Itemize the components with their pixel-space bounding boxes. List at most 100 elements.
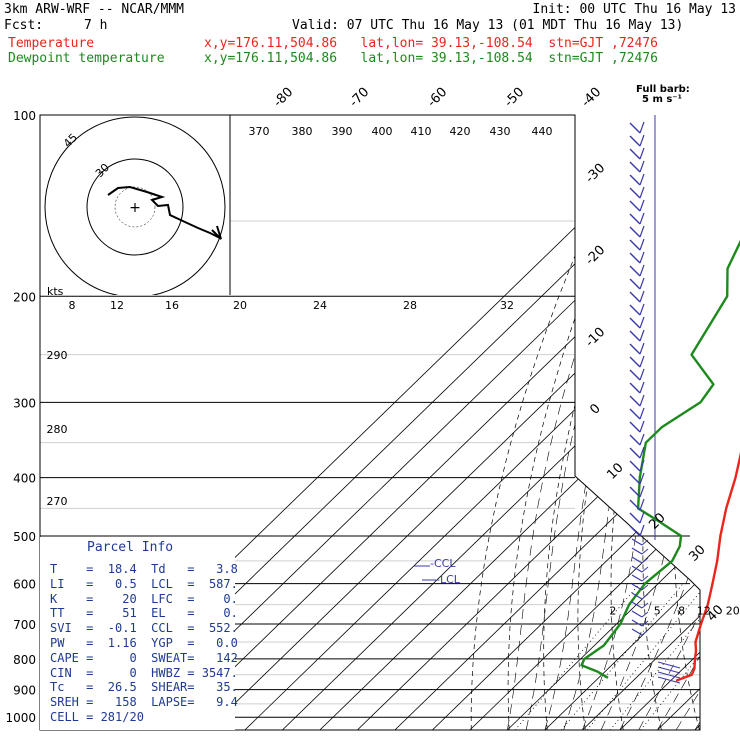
wind-barb bbox=[629, 407, 645, 420]
hodograph-ring bbox=[44, 116, 226, 295]
barb-shaft bbox=[631, 556, 643, 564]
wind-barb bbox=[629, 147, 645, 160]
barb-shaft bbox=[629, 447, 641, 459]
barb-flag bbox=[639, 355, 645, 368]
hodograph-speed-label: 24 bbox=[313, 299, 327, 312]
barb-shaft bbox=[629, 135, 641, 147]
isotherm-label: -40 bbox=[579, 85, 605, 111]
theta-label: 270 bbox=[47, 495, 68, 508]
barb-shaft bbox=[629, 161, 641, 173]
hodograph-speed-label: 12 bbox=[110, 299, 124, 312]
barb-flag bbox=[639, 199, 645, 212]
isotherm-line bbox=[469, 115, 700, 730]
barb-shaft bbox=[629, 486, 641, 498]
wind-barbs bbox=[629, 121, 681, 684]
isotherm-label: -10 bbox=[583, 325, 609, 351]
barb-shaft bbox=[629, 330, 641, 342]
barb-flag bbox=[639, 498, 645, 511]
isotherm-label: 0 bbox=[587, 401, 603, 417]
pressure-label: 100 bbox=[13, 109, 36, 123]
barb-shaft bbox=[629, 278, 641, 290]
wind-barb bbox=[629, 368, 645, 381]
isotherm-line bbox=[207, 115, 700, 730]
barb-flag bbox=[641, 629, 649, 636]
mixing-ratio-label: 2 bbox=[609, 604, 616, 617]
dewpoint-legend: Dewpoint temperature bbox=[8, 51, 165, 66]
parcel-row: T = 18.4 Td = 3.8 bbox=[50, 562, 238, 576]
moist-adiabat bbox=[563, 296, 653, 730]
isotherm-label: -80 bbox=[271, 85, 297, 111]
isotherm-label: -50 bbox=[502, 85, 528, 111]
dry-adiabat bbox=[673, 115, 700, 730]
barb-shaft bbox=[631, 592, 643, 600]
barb-flag bbox=[641, 602, 649, 609]
lcl-label: -LCL bbox=[436, 573, 461, 586]
parcel-row: K = 20 LFC = 0. bbox=[50, 591, 238, 606]
barb-flag bbox=[639, 368, 645, 381]
hodograph-unit: kts bbox=[47, 285, 64, 298]
wind-barb bbox=[629, 394, 645, 407]
wind-barb bbox=[629, 342, 645, 355]
wind-barb bbox=[629, 498, 645, 511]
full-barb-title: Full barb: bbox=[636, 84, 690, 95]
barb-flag bbox=[639, 524, 645, 537]
wind-barb bbox=[629, 524, 645, 537]
wind-barb bbox=[629, 329, 645, 342]
parcel-row: SVI = -0.1 CCL = 552. bbox=[50, 621, 238, 636]
wind-barb bbox=[631, 610, 649, 618]
wind-barb bbox=[629, 173, 645, 186]
isotherm-line bbox=[432, 115, 700, 730]
theta-label: 440 bbox=[532, 125, 553, 138]
isotherm-line bbox=[544, 115, 700, 730]
wind-barb bbox=[629, 277, 645, 290]
dewpoint-info: x,y=176.11,504.86 lat,lon= 39.13,-108.54… bbox=[204, 51, 658, 66]
mixing-ratio-line bbox=[586, 583, 700, 730]
parcel-info-panel bbox=[40, 537, 235, 730]
moist-adiabat bbox=[544, 296, 631, 730]
barb-flag bbox=[641, 584, 649, 591]
init-time: Init: 00 UTC Thu 16 May 13 bbox=[532, 2, 737, 17]
isotherm-label: -30 bbox=[583, 161, 609, 187]
barb-flag bbox=[639, 160, 645, 173]
barb-flag bbox=[639, 225, 645, 238]
barb-shaft bbox=[629, 473, 641, 485]
isotherm-line bbox=[394, 115, 700, 730]
barb-shaft bbox=[629, 356, 641, 368]
barb-flag bbox=[641, 593, 649, 600]
wind-barb bbox=[629, 238, 645, 251]
barb-flag bbox=[639, 264, 645, 277]
parcel-info-title: Parcel Info bbox=[87, 540, 174, 555]
barb-shaft bbox=[629, 174, 641, 186]
barb-shaft bbox=[629, 499, 641, 511]
wind-barb bbox=[629, 459, 645, 472]
wind-barb bbox=[631, 556, 649, 564]
parcel-row: CIN = 0 HWBZ = 3547. bbox=[50, 665, 238, 680]
hodograph-background bbox=[40, 115, 230, 295]
barb-shaft bbox=[629, 460, 641, 472]
theta-label: 290 bbox=[47, 349, 68, 362]
wind-barb bbox=[631, 565, 649, 573]
theta-label: 410 bbox=[411, 125, 432, 138]
barb-flag bbox=[639, 238, 645, 251]
wind-barb bbox=[629, 212, 645, 225]
barb-shaft bbox=[629, 343, 641, 355]
barb-flag bbox=[639, 485, 645, 498]
barb-shaft bbox=[631, 610, 643, 618]
wind-barb bbox=[631, 592, 649, 600]
barb-shaft bbox=[631, 574, 643, 582]
barb-flag bbox=[639, 277, 645, 290]
barb-shaft bbox=[629, 122, 641, 134]
pressure-label: 300 bbox=[13, 396, 36, 410]
moist-adiabat bbox=[507, 296, 595, 730]
isotherm-label: 20 bbox=[646, 510, 668, 532]
wind-barb bbox=[631, 583, 649, 591]
wind-barb bbox=[657, 661, 681, 669]
dry-adiabat bbox=[642, 115, 700, 730]
wind-barb bbox=[629, 485, 645, 498]
hodograph-center: + bbox=[129, 200, 141, 216]
isotherm-label: -20 bbox=[583, 243, 609, 269]
barb-shaft bbox=[629, 265, 641, 277]
hodograph-speed-label: 28 bbox=[403, 299, 417, 312]
full-barb-unit: 5 m s⁻¹ bbox=[642, 94, 682, 105]
